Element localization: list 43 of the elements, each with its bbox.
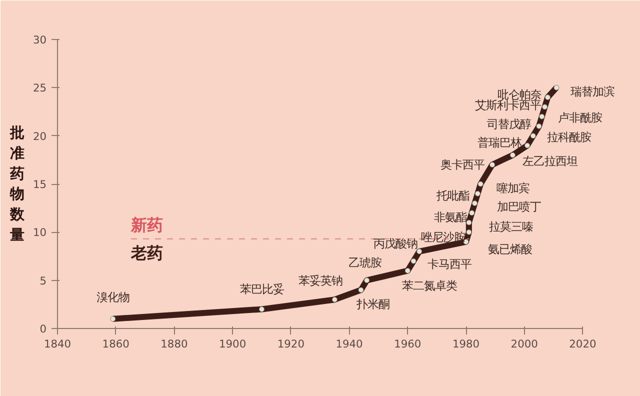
annotation: 乙琥胺 [348,255,382,270]
x-tick-label: 2000 [510,338,538,350]
annotation: 奥卡西平 [440,158,484,172]
x-tick-label: 1840 [44,338,72,350]
x-tick-label: 1940 [336,338,364,350]
annotation: 卢非酰胺 [558,110,602,125]
annotation: 瑞替加滨 [570,84,614,99]
x-tick-label: 1900 [219,338,246,350]
y-tick-label: 30 [32,34,47,46]
annotation: 老药 [130,243,164,262]
x-tick-label: 1960 [394,338,422,350]
y-tick-label: 0 [40,322,47,336]
y-tick-label: 15 [32,178,47,191]
annotation: 苯妥英钠 [298,274,343,288]
annotation: 普瑞巴林 [477,135,522,150]
annotation: 卡马西平 [427,257,472,272]
y-tick-label: 10 [32,226,47,240]
annotation: 扑米酮 [355,296,390,311]
y-tick-label: 5 [40,274,46,288]
annotation: 噻加宾 [496,181,530,195]
x-tick-label: 1920 [277,338,305,350]
annotation: 苯二氮卓类 [402,278,458,293]
annotation: 唑尼沙胺 [420,230,465,244]
annotation: 拉莫三嗪 [488,220,533,234]
annotation: 苯巴比妥 [240,282,284,296]
x-tick-label: 1860 [102,338,130,350]
x-tick-label: 2020 [569,338,597,350]
annotation: 托吡酯 [436,188,470,203]
annotation: 溴化物 [96,290,130,304]
annotation: 吡仑帕奈 [498,87,542,102]
x-tick-label: 1980 [452,338,480,350]
annotation: 氨已烯酸 [488,242,532,256]
y-tick-label: 20 [32,130,47,143]
annotation: 加巴喷丁 [496,199,541,214]
annotation: 新药 [130,215,164,234]
annotation: 司替戊醇 [486,117,531,132]
annotation: 丙戊酸钠 [373,236,418,250]
annotation: 左乙拉西坦 [522,154,578,168]
x-tick-label: 1880 [160,338,188,350]
annotation: 拉科酰胺 [547,130,592,144]
y-tick-label: 25 [32,82,47,95]
annotation: 非氨酯 [434,210,467,224]
y-axis-title: 批准药物数量 [8,124,26,244]
